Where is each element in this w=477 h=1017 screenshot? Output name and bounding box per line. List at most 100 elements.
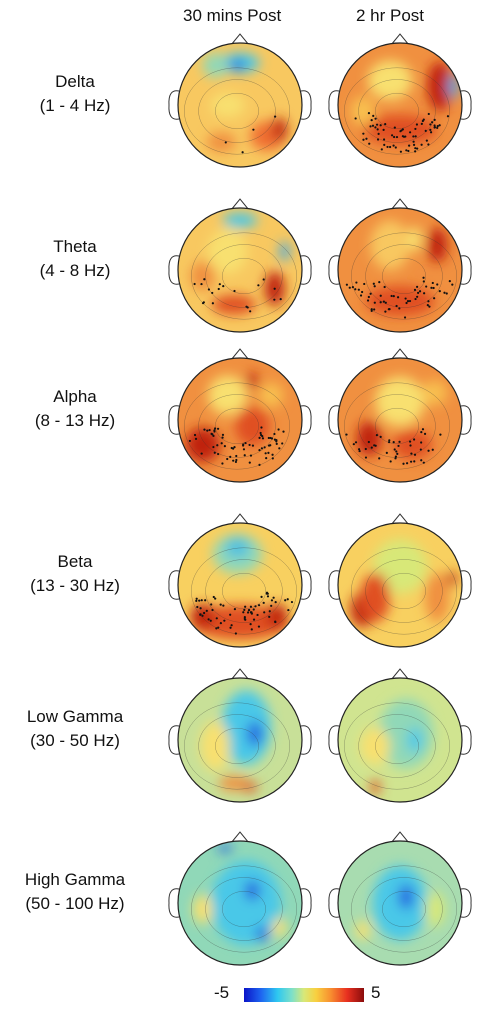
significance-dot	[248, 461, 251, 464]
significance-dot	[351, 285, 355, 289]
contour-line	[205, 877, 283, 941]
significance-dot	[200, 282, 203, 286]
significance-dot	[200, 599, 203, 602]
significance-dot	[362, 132, 365, 135]
significance-dot	[199, 613, 202, 616]
significance-dot	[234, 460, 238, 464]
significance-dot	[396, 452, 399, 456]
significance-dot	[422, 276, 425, 279]
significance-dot	[262, 278, 265, 281]
significance-dot	[345, 433, 348, 436]
contour-line	[205, 559, 283, 623]
significance-dot	[448, 279, 451, 283]
contour-line	[351, 547, 457, 635]
significance-dot	[387, 308, 390, 311]
significance-dot	[420, 459, 423, 462]
significance-dot	[212, 445, 215, 449]
band-range: (50 - 100 Hz)	[25, 894, 125, 913]
contour-line	[344, 382, 450, 470]
significance-dot	[443, 291, 446, 294]
left-ear	[168, 888, 180, 918]
topomap-4-0	[168, 668, 312, 803]
significance-dot	[233, 289, 236, 293]
significance-dot	[233, 446, 236, 449]
contour-line	[191, 865, 297, 953]
significance-dot	[395, 135, 399, 139]
significance-dot	[396, 296, 400, 299]
significance-dot	[269, 444, 272, 447]
topomap-0-1	[328, 33, 472, 168]
significance-dot	[413, 460, 416, 463]
significance-dot	[375, 123, 379, 126]
significance-dot	[252, 608, 255, 611]
significance-dot	[369, 125, 372, 128]
significance-dot	[203, 611, 206, 615]
significance-dot	[249, 622, 252, 626]
colorbar	[244, 988, 364, 1002]
left-ear	[328, 888, 340, 918]
significance-dot	[373, 444, 376, 447]
significance-dot	[274, 601, 277, 604]
significance-dot	[426, 304, 429, 307]
significance-dot	[211, 291, 214, 295]
significance-dot	[389, 460, 392, 463]
significance-dot	[345, 283, 348, 286]
significance-dot	[232, 459, 235, 462]
activation-region	[190, 261, 216, 292]
activation-region	[221, 690, 271, 765]
significance-dot	[211, 433, 214, 436]
band-label: High Gamma (50 - 100 Hz)	[0, 868, 150, 916]
contour-line	[222, 257, 266, 295]
significance-dot	[258, 463, 261, 466]
significance-dot	[395, 304, 398, 308]
activation-region	[427, 227, 448, 263]
significance-dot	[224, 141, 227, 144]
activation-region	[360, 572, 391, 623]
significance-dot	[388, 439, 391, 442]
significance-dot	[407, 149, 410, 153]
significance-dot	[249, 605, 253, 608]
significance-dot	[188, 439, 191, 443]
significance-dot	[433, 126, 437, 129]
significance-dot	[376, 138, 380, 141]
significance-dot	[368, 142, 371, 145]
left-ear	[328, 725, 340, 755]
significance-dot	[382, 300, 385, 303]
significance-dot	[433, 118, 436, 121]
significance-dot	[439, 433, 442, 436]
activation-region	[247, 721, 263, 747]
contour-line	[215, 727, 259, 765]
significance-dot	[204, 599, 207, 602]
significance-dot	[260, 447, 263, 450]
activation-region	[225, 537, 250, 558]
significance-dot	[420, 143, 423, 146]
significance-dot	[268, 615, 271, 618]
significance-dot	[378, 280, 381, 284]
band-name: Theta	[53, 237, 97, 256]
left-ear	[328, 570, 340, 600]
significance-dot	[384, 301, 387, 304]
significance-dot	[352, 443, 355, 446]
significance-dot	[436, 124, 439, 128]
color-scale: -5 5	[0, 983, 477, 1007]
contour-line	[358, 714, 436, 778]
significance-dot	[201, 302, 205, 305]
significance-dot	[433, 124, 436, 127]
activation-region	[200, 721, 231, 771]
significance-dot	[233, 608, 237, 611]
significance-dot	[364, 447, 367, 451]
right-ear	[460, 725, 472, 755]
significance-dot	[417, 291, 420, 294]
significance-dot	[214, 597, 217, 600]
significance-dot	[398, 440, 401, 443]
significance-dot	[431, 121, 434, 124]
significance-dot	[265, 591, 269, 594]
significance-dot	[419, 448, 422, 451]
significance-dot	[413, 288, 417, 292]
significance-dot	[409, 444, 412, 447]
significance-dot	[354, 441, 358, 444]
topomap-2-1	[328, 348, 472, 483]
significance-dot	[379, 301, 382, 304]
scale-max-label: 5	[371, 983, 381, 1002]
significance-dot	[230, 624, 233, 627]
